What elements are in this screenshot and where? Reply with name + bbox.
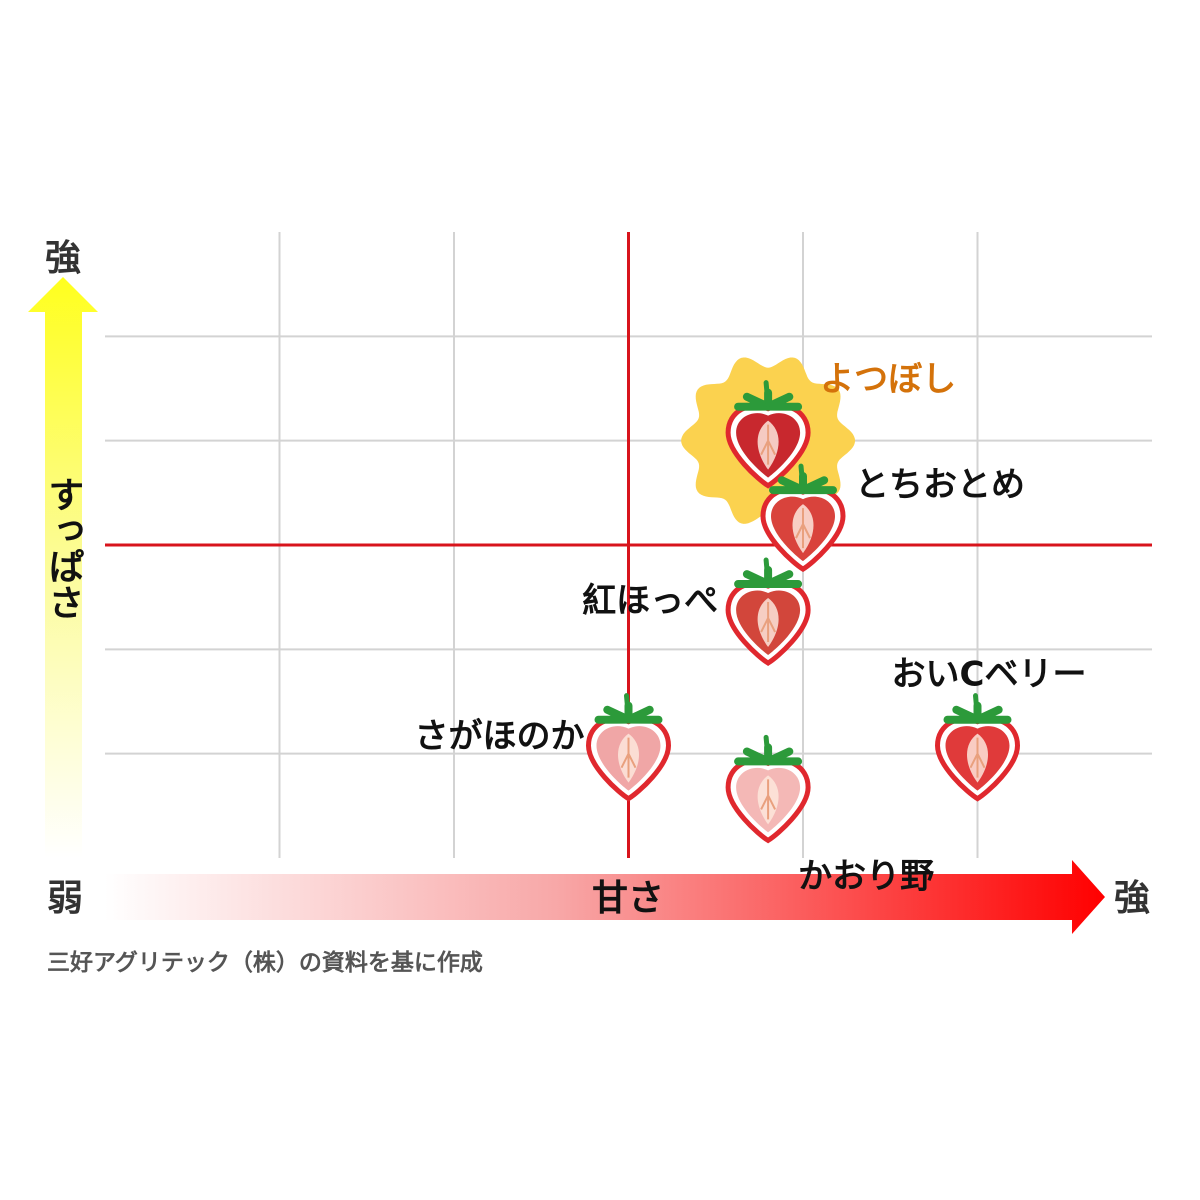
strawberry-icon: [760, 463, 846, 573]
data-point: かおり野: [725, 734, 934, 896]
strawberry-icon: [725, 380, 811, 489]
point-label: おいCベリー: [892, 655, 1087, 695]
data-point: 紅ほっぺ: [582, 557, 811, 666]
x-axis-low-label: 弱: [47, 878, 83, 919]
strawberry-icon: [725, 734, 811, 844]
point-label: さがほのか: [415, 717, 585, 757]
strawberry-icon: [934, 693, 1021, 802]
point-label: 紅ほっぺ: [582, 581, 718, 621]
data-point: おいCベリー: [892, 655, 1087, 802]
x-axis-arrow: [105, 860, 1105, 934]
strawberry-icon: [725, 557, 811, 666]
point-label: よつぼし: [820, 360, 956, 400]
x-axis-title: 甘さ: [592, 878, 664, 919]
y-axis-arrow: [28, 277, 98, 858]
y-axis-title: すっぱさ: [43, 476, 84, 620]
source-note: 三好アグリテック（株）の資料を基に作成: [47, 949, 483, 976]
data-point: とちおとめ: [760, 463, 1025, 573]
x-axis-high-label: 強: [1114, 878, 1150, 919]
y-axis-high-label: 強: [45, 238, 81, 279]
point-label: とちおとめ: [855, 465, 1025, 505]
strawberry-icon: [585, 693, 672, 802]
point-label: かおり野: [798, 856, 934, 896]
data-point: よつぼし: [681, 357, 956, 524]
data-point: さがほのか: [415, 693, 672, 802]
